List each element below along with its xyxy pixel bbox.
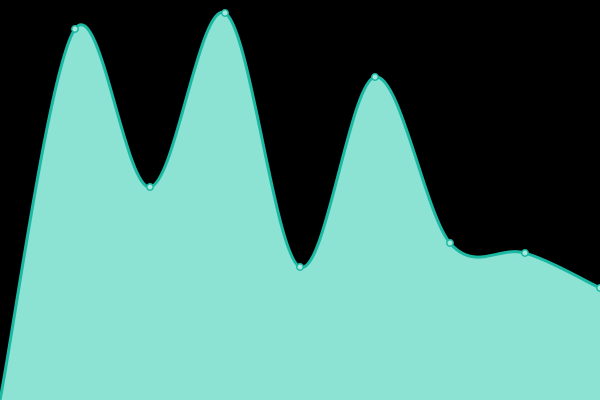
- data-points: [71, 9, 600, 292]
- data-point-marker[interactable]: [521, 249, 529, 257]
- data-point-marker[interactable]: [71, 25, 79, 33]
- data-point-marker[interactable]: [146, 183, 154, 191]
- data-point-marker[interactable]: [296, 263, 304, 271]
- area-fill: [0, 12, 600, 400]
- data-point-marker[interactable]: [371, 73, 379, 81]
- data-point-marker[interactable]: [446, 239, 454, 247]
- data-point-marker[interactable]: [221, 9, 229, 17]
